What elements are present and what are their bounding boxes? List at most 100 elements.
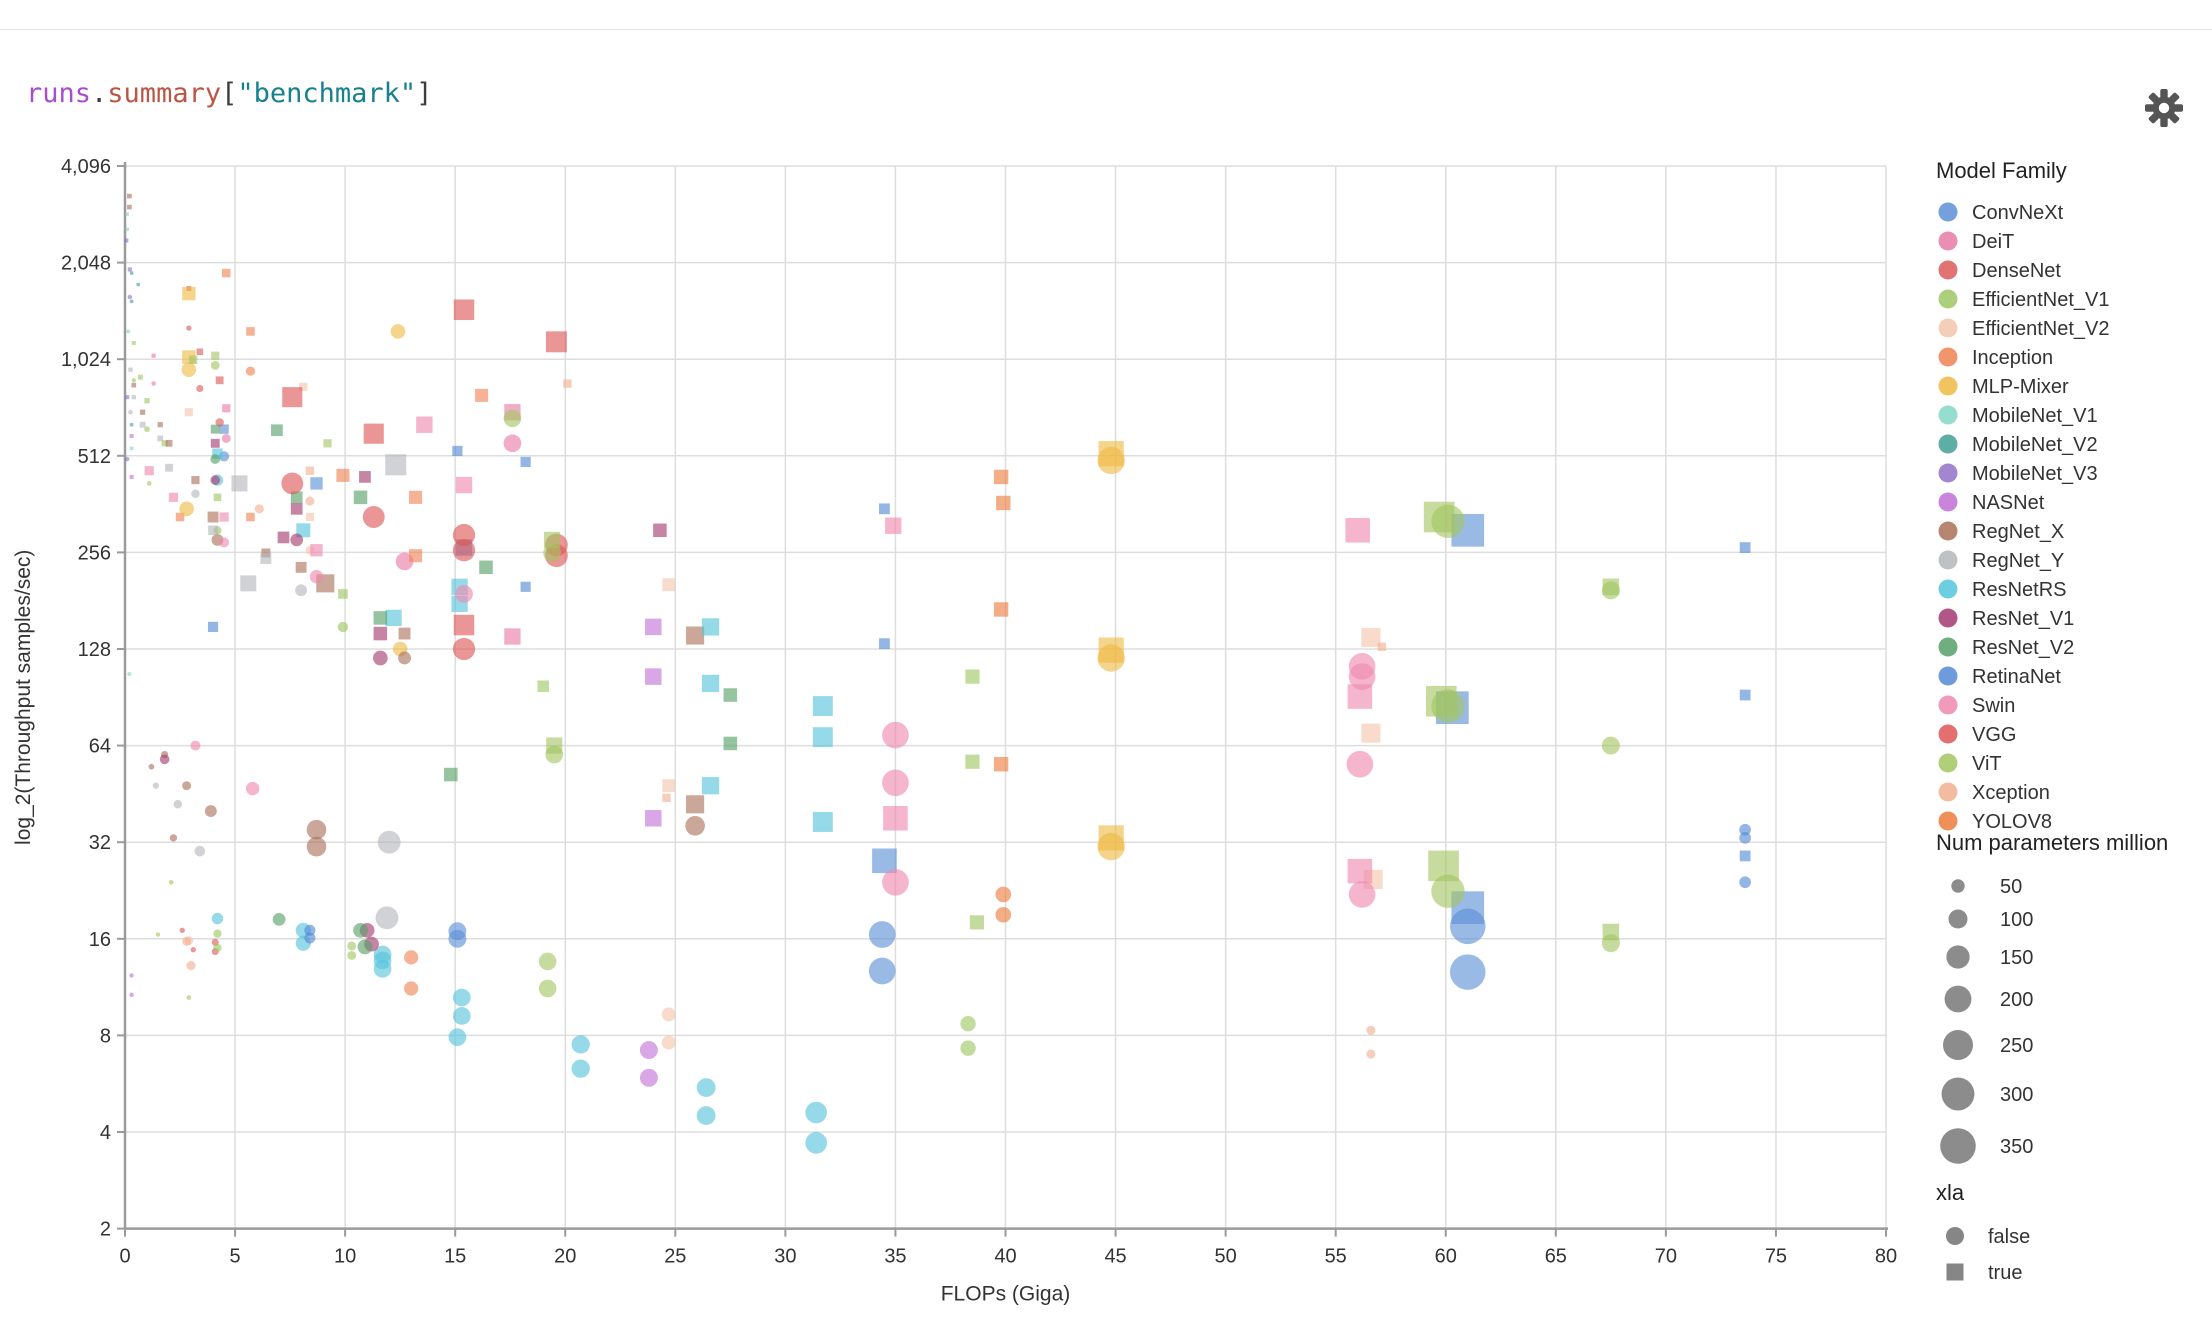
point-DenseNet[interactable] xyxy=(215,418,224,427)
point-ViT[interactable] xyxy=(347,950,357,960)
point-Inception[interactable] xyxy=(475,388,489,402)
point-Xception[interactable] xyxy=(182,936,192,946)
point-ResNetRS[interactable] xyxy=(812,696,833,717)
point-Swin[interactable] xyxy=(168,492,179,502)
point-Swin[interactable] xyxy=(1345,518,1370,543)
point-MobileNet_V3[interactable] xyxy=(127,267,132,272)
point-ViT[interactable] xyxy=(1601,934,1620,953)
legend-swatch-EfficientNet_V2[interactable] xyxy=(1938,318,1958,338)
point-MobileNet_V3[interactable] xyxy=(124,238,129,243)
point-RegNet_X[interactable] xyxy=(207,511,219,523)
point-EfficientNet_V1[interactable] xyxy=(337,621,349,633)
point-ResNetRS[interactable] xyxy=(571,1035,590,1054)
point-Swin[interactable] xyxy=(310,544,323,557)
point-RegNet_Y[interactable] xyxy=(191,489,200,498)
point-ViT[interactable] xyxy=(545,745,564,764)
point-RetinaNet[interactable] xyxy=(520,581,531,592)
legend-swatch-EfficientNet_V1[interactable] xyxy=(1938,289,1958,309)
point-NASNet[interactable] xyxy=(129,434,134,439)
point-MobileNet_V1[interactable] xyxy=(125,227,129,232)
point-EfficientNet_V2[interactable] xyxy=(1361,723,1381,743)
point-ResNetRS[interactable] xyxy=(696,1078,716,1098)
point-RetinaNet[interactable] xyxy=(879,638,890,650)
point-RegNet_Y[interactable] xyxy=(165,463,173,472)
size-legend-swatch-150[interactable] xyxy=(1946,945,1970,969)
legend-swatch-DenseNet[interactable] xyxy=(1938,260,1958,280)
legend-swatch-RegNet_X[interactable] xyxy=(1938,521,1958,541)
legend-swatch-MLP-Mixer[interactable] xyxy=(1938,376,1958,396)
point-EfficientNet_V2[interactable] xyxy=(184,408,193,417)
point-ResNetRS[interactable] xyxy=(448,1028,467,1047)
legend-swatch-Swin[interactable] xyxy=(1938,695,1958,715)
point-Inception[interactable] xyxy=(409,549,423,563)
point-YOLOV8[interactable] xyxy=(996,495,1011,511)
point-Swin[interactable] xyxy=(885,517,902,534)
point-YOLOV8[interactable] xyxy=(993,757,1009,772)
point-Swin[interactable] xyxy=(219,512,229,522)
point-Xception[interactable] xyxy=(1366,1049,1376,1059)
point-ViT[interactable] xyxy=(347,941,357,951)
point-NASNet[interactable] xyxy=(645,810,662,827)
point-YOLOV8[interactable] xyxy=(995,886,1012,903)
size-legend-swatch-200[interactable] xyxy=(1944,985,1972,1013)
point-ViT[interactable] xyxy=(211,351,220,360)
point-RetinaNet[interactable] xyxy=(520,456,531,468)
point-Swin[interactable] xyxy=(144,466,154,476)
point-Xception[interactable] xyxy=(662,793,671,803)
point-VGG[interactable] xyxy=(452,539,476,562)
point-MobileNet_V1[interactable] xyxy=(125,212,129,216)
point-EfficientNet_V2[interactable] xyxy=(1361,627,1381,648)
legend-swatch-Inception[interactable] xyxy=(1938,347,1958,367)
size-legend-swatch-350[interactable] xyxy=(1940,1128,1976,1164)
legend-swatch-MobileNet_V3[interactable] xyxy=(1938,463,1958,483)
point-EfficientNet_V1[interactable] xyxy=(965,754,980,769)
point-MobileNet_V3[interactable] xyxy=(124,456,130,462)
point-YOLOV8[interactable] xyxy=(993,469,1009,485)
point-DeiT[interactable] xyxy=(221,433,231,443)
point-ResNet_V2[interactable] xyxy=(290,491,303,504)
point-RegNet_Y[interactable] xyxy=(240,575,257,592)
point-EfficientNet_V1[interactable] xyxy=(131,341,136,346)
point-Swin[interactable] xyxy=(416,416,433,433)
point-VGG[interactable] xyxy=(545,331,567,353)
point-ViT[interactable] xyxy=(543,544,561,562)
point-RegNet_Y[interactable] xyxy=(260,553,272,564)
point-RetinaNet[interactable] xyxy=(452,445,463,457)
point-RegNet_X[interactable] xyxy=(191,476,200,485)
point-RegNet_X[interactable] xyxy=(686,795,705,814)
point-RegNet_Y[interactable] xyxy=(128,367,133,372)
point-MLP-Mixer[interactable] xyxy=(1097,832,1125,861)
point-Swin[interactable] xyxy=(883,805,908,831)
point-ViT[interactable] xyxy=(1431,874,1465,908)
legend-swatch-ResNetRS[interactable] xyxy=(1938,579,1958,599)
point-ResNet_V2[interactable] xyxy=(353,922,368,938)
point-ResNetRS[interactable] xyxy=(701,674,720,693)
point-DeiT[interactable] xyxy=(222,404,231,413)
gear-icon[interactable] xyxy=(2144,88,2184,128)
point-ViT[interactable] xyxy=(323,439,332,448)
point-EfficientNet_V1[interactable] xyxy=(213,943,222,952)
point-EfficientNet_V1[interactable] xyxy=(137,374,143,380)
point-EfficientNet_V1[interactable] xyxy=(131,378,136,383)
point-NASNet[interactable] xyxy=(129,973,134,978)
point-ResNet_V1[interactable] xyxy=(159,754,170,765)
point-EfficientNet_V1[interactable] xyxy=(161,440,168,447)
point-ViT[interactable] xyxy=(1431,689,1465,723)
point-EfficientNet_V2[interactable] xyxy=(662,779,676,793)
point-EfficientNet_V1[interactable] xyxy=(338,589,348,599)
point-DeiT[interactable] xyxy=(395,552,414,571)
point-RegNet_Y[interactable] xyxy=(173,800,183,809)
point-EfficientNet_V2[interactable] xyxy=(305,512,314,522)
point-RegNet_X[interactable] xyxy=(169,834,178,842)
point-VGG[interactable] xyxy=(363,423,384,444)
point-ResNetRS[interactable] xyxy=(701,777,720,795)
point-RegNet_Y[interactable] xyxy=(375,906,399,930)
point-Xception[interactable] xyxy=(305,496,315,506)
point-EfficientNet_V1[interactable] xyxy=(144,398,150,404)
point-ResNet_V1[interactable] xyxy=(210,475,221,485)
point-RetinaNet[interactable] xyxy=(1739,689,1751,701)
point-ResNet_V1[interactable] xyxy=(290,533,304,547)
point-RegNet_Y[interactable] xyxy=(131,394,136,400)
point-ResNet_V1[interactable] xyxy=(210,438,220,448)
point-ResNetRS[interactable] xyxy=(296,523,311,538)
